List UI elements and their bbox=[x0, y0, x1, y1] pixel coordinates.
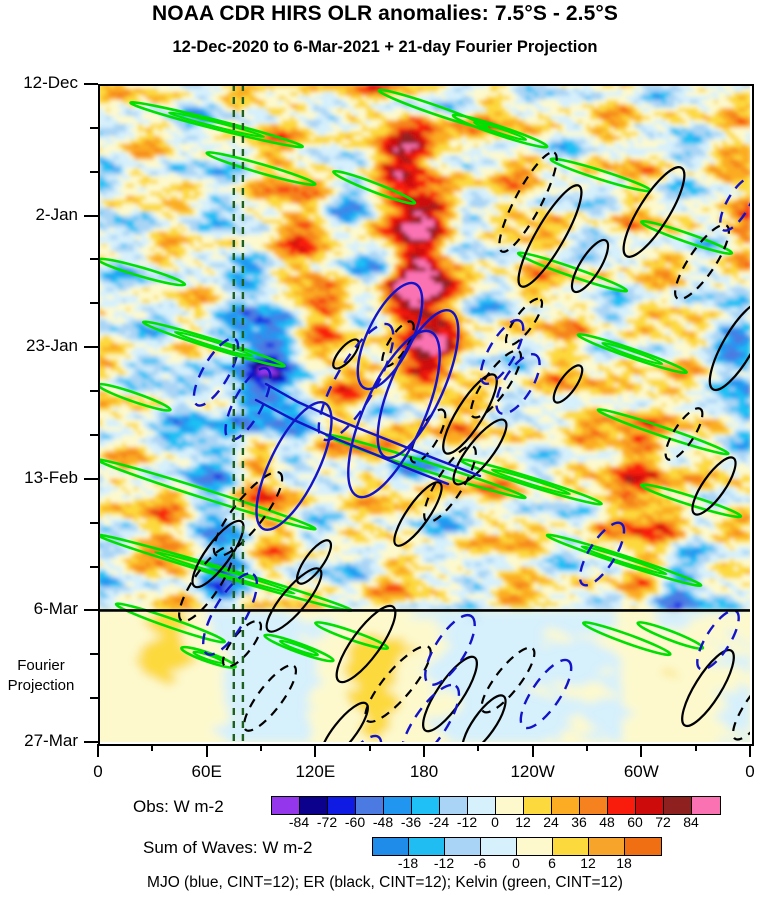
x-tick-major-6 bbox=[749, 744, 751, 757]
colorbar-tick-2: -6 bbox=[460, 855, 500, 871]
y-axis-label-4: 6-Mar bbox=[0, 599, 78, 619]
colorbar-swatch-14 bbox=[664, 797, 692, 814]
waves-colorbar-row: Sum of Waves: W m-2 -18 -12 -6 0 6 12 18 bbox=[0, 836, 770, 862]
colorbar-swatch-5 bbox=[412, 797, 440, 814]
obs-colorbar-title: Obs: W m-2 bbox=[133, 797, 224, 817]
obs-colorbar-row: Obs: W m-2 -84 -72 -60 -48 -36 -24 -12 0 12 24 36 4… bbox=[0, 795, 770, 821]
x-axis-label-3: 180 bbox=[379, 762, 469, 782]
x-tick-minor-210 bbox=[477, 744, 479, 751]
obs-colorbar bbox=[271, 796, 721, 815]
y-tick-minor-56 bbox=[90, 434, 98, 436]
x-tick-minor-30 bbox=[151, 744, 153, 751]
y-tick-major-5 bbox=[84, 741, 98, 743]
x-tick-major-1 bbox=[206, 744, 208, 757]
colorbar-swatch-3 bbox=[356, 797, 384, 814]
colorbar-swatch-7 bbox=[625, 838, 661, 855]
y-tick-minor-7 bbox=[90, 127, 98, 129]
y-tick-major-2 bbox=[84, 346, 98, 348]
x-axis-label-2: 120E bbox=[270, 762, 360, 782]
y-tick-minor-91 bbox=[90, 653, 98, 655]
colorbar-tick-14: 84 bbox=[671, 814, 711, 830]
x-axis-label-4: 120W bbox=[488, 762, 578, 782]
y-axis-label-5: 27-Mar bbox=[0, 731, 78, 751]
waves-colorbar bbox=[372, 837, 662, 856]
x-tick-major-3 bbox=[423, 744, 425, 757]
colorbar-swatch-15 bbox=[692, 797, 720, 814]
x-tick-major-4 bbox=[532, 744, 534, 757]
y-tick-minor-98 bbox=[90, 697, 98, 699]
colorbar-tick-0: -18 bbox=[388, 855, 428, 871]
x-tick-major-5 bbox=[640, 744, 642, 757]
fourier-label-line2: Projection bbox=[0, 677, 82, 694]
page-title: NOAA CDR HIRS OLR anomalies: 7.5°S - 2.5… bbox=[0, 2, 770, 26]
colorbar-swatch-7 bbox=[468, 797, 496, 814]
y-tick-major-1 bbox=[84, 215, 98, 217]
colorbar-swatch-13 bbox=[636, 797, 664, 814]
colorbar-swatch-0 bbox=[272, 797, 300, 814]
colorbar-swatch-6 bbox=[440, 797, 468, 814]
colorbar-tick-1: -12 bbox=[424, 855, 464, 871]
y-tick-minor-35 bbox=[90, 302, 98, 304]
y-tick-major-4 bbox=[84, 609, 98, 611]
hovmoller-plot bbox=[98, 84, 750, 742]
waves-colorbar-title: Sum of Waves: W m-2 bbox=[143, 838, 312, 858]
colorbar-tick-6: 18 bbox=[604, 855, 644, 871]
y-axis-label-2: 23-Jan bbox=[0, 336, 78, 356]
y-axis-label-3: 13-Feb bbox=[0, 468, 78, 488]
colorbar-swatch-11 bbox=[580, 797, 608, 814]
x-axis-label-0: 0 bbox=[53, 762, 143, 782]
colorbar-swatch-4 bbox=[517, 838, 553, 855]
y-tick-minor-14 bbox=[90, 171, 98, 173]
y-tick-minor-77 bbox=[90, 566, 98, 568]
x-axis-label-1: 60E bbox=[162, 762, 252, 782]
colorbar-tick-3: 0 bbox=[496, 855, 536, 871]
y-axis-label-0: 12-Dec bbox=[0, 73, 78, 93]
colorbar-swatch-8 bbox=[496, 797, 524, 814]
colorbar-swatch-3 bbox=[481, 838, 517, 855]
colorbar-swatch-6 bbox=[589, 838, 625, 855]
y-tick-major-0 bbox=[84, 83, 98, 85]
colorbar-swatch-2 bbox=[445, 838, 481, 855]
colorbar-swatch-1 bbox=[409, 838, 445, 855]
colorbar-swatch-12 bbox=[608, 797, 636, 814]
colorbar-swatch-1 bbox=[300, 797, 328, 814]
x-tick-major-2 bbox=[314, 744, 316, 757]
colorbar-tick-4: 6 bbox=[532, 855, 572, 871]
page-subtitle: 12-Dec-2020 to 6-Mar-2021 + 21-day Fouri… bbox=[0, 38, 770, 57]
x-tick-minor-90 bbox=[260, 744, 262, 751]
colorbar-swatch-5 bbox=[553, 838, 589, 855]
fourier-label-line1: Fourier bbox=[0, 657, 82, 674]
y-axis-label-1: 2-Jan bbox=[0, 205, 78, 225]
x-tick-major-0 bbox=[97, 744, 99, 757]
x-tick-minor-330 bbox=[695, 744, 697, 751]
colorbar-swatch-10 bbox=[552, 797, 580, 814]
wave-legend-footnote: MJO (blue, CINT=12); ER (black, CINT=12)… bbox=[0, 874, 770, 892]
colorbar-tick-5: 12 bbox=[568, 855, 608, 871]
x-tick-minor-150 bbox=[369, 744, 371, 751]
colorbar-swatch-4 bbox=[384, 797, 412, 814]
y-tick-major-3 bbox=[84, 478, 98, 480]
hovmoller-canvas bbox=[98, 84, 750, 742]
y-tick-minor-49 bbox=[90, 390, 98, 392]
x-axis-label-5: 60W bbox=[596, 762, 686, 782]
y-tick-minor-70 bbox=[90, 522, 98, 524]
x-axis-label-6: 0 bbox=[705, 762, 770, 782]
x-tick-minor-270 bbox=[586, 744, 588, 751]
colorbar-swatch-9 bbox=[524, 797, 552, 814]
y-tick-minor-28 bbox=[90, 258, 98, 260]
colorbar-swatch-0 bbox=[373, 838, 409, 855]
colorbar-swatch-2 bbox=[328, 797, 356, 814]
